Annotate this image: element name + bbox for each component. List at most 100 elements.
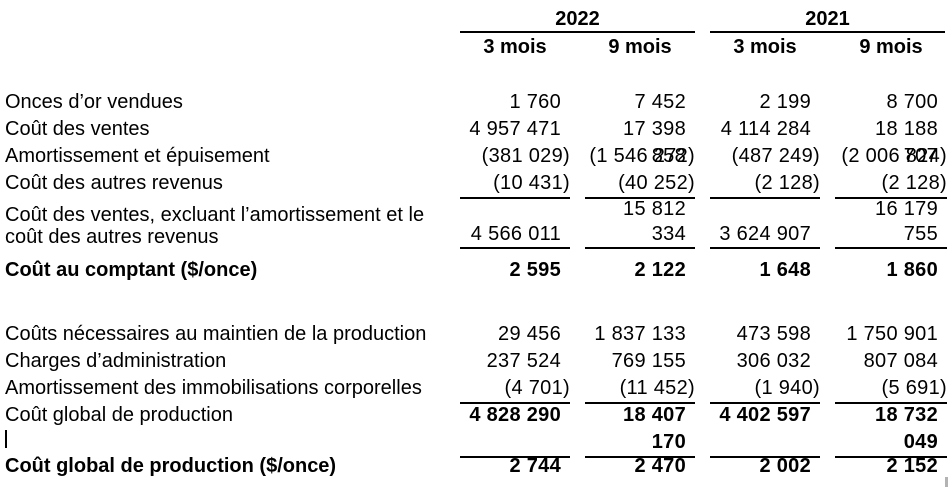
table-body: Onces d’or vendues 1 760 7 452 2 199 8 700 Co… xyxy=(5,89,948,480)
cell-value: 8 700 xyxy=(835,89,947,116)
cursor-row xyxy=(5,429,948,453)
column-gap xyxy=(570,348,585,375)
column-group-gap xyxy=(695,6,710,33)
cell-number: 1 837 133 xyxy=(594,323,686,345)
column-gap xyxy=(820,197,835,249)
cell-value: 1 750 901 xyxy=(835,321,947,348)
cell-value: 2 199 xyxy=(710,89,820,116)
cell-value: 4 957 471 xyxy=(460,116,570,170)
cell-number: (1 546 272) xyxy=(589,145,695,167)
cell-number: 4 566 011 xyxy=(470,223,561,245)
cell-value: (4 701) xyxy=(460,375,570,404)
cell-value: 3 624 907 xyxy=(710,197,820,249)
cell-number: 15 812 334 xyxy=(623,198,686,245)
subheader-2022-9mois: 9 mois xyxy=(608,36,672,58)
cell-number: 16 179 755 xyxy=(875,198,938,245)
cell-value: 237 524 xyxy=(460,348,570,375)
column-gap xyxy=(695,143,710,170)
column-group-2022: 2022 xyxy=(460,6,695,33)
scrollbar-fragment[interactable] xyxy=(945,477,948,487)
subheader-label-spacer xyxy=(5,33,460,62)
column-gap xyxy=(570,257,585,284)
table-header-groups: 2022 2021 xyxy=(5,6,948,33)
row-label: Charges d’administration xyxy=(5,350,227,372)
cell-number: (11 452) xyxy=(619,377,695,399)
column-gap xyxy=(820,375,835,404)
row-label: Amortissement des immobilisations corpor… xyxy=(5,377,422,399)
subheader-2021-3mois: 3 mois xyxy=(733,36,797,58)
table-row: Coût des autres revenus (10 431) (40 252) (… xyxy=(5,170,948,199)
cell-number: 2 152 xyxy=(886,455,938,477)
cell-value: 2 744 xyxy=(460,453,570,480)
column-group-2021: 2021 xyxy=(710,6,945,33)
column-gap xyxy=(570,375,585,404)
row-label: Onces d’or vendues xyxy=(5,91,183,113)
column-gap xyxy=(695,453,710,480)
cell-number: 4 828 290 xyxy=(469,404,561,426)
column-gap xyxy=(820,453,835,480)
cell-number: 2 744 xyxy=(509,455,561,477)
cell-number: 306 032 xyxy=(736,350,811,372)
spacer-row xyxy=(5,284,948,321)
row-label: Coûts nécessaires au maintien de la prod… xyxy=(5,323,427,345)
cell-value: 1 648 xyxy=(710,257,820,284)
cell-value: 2 152 xyxy=(835,453,947,480)
column-gap xyxy=(820,348,835,375)
column-gap xyxy=(820,143,835,170)
table-row: Coût au comptant ($/once) 2 595 2 122 1 648… xyxy=(5,257,948,284)
cell-number: 4 957 471 xyxy=(469,118,561,140)
cell-number: (40 252) xyxy=(618,172,695,194)
cell-number: (2 128) xyxy=(754,172,820,194)
cell-number: 1 750 901 xyxy=(846,323,938,345)
header-label-spacer xyxy=(5,6,460,33)
cell-number: 1 860 xyxy=(886,259,938,281)
cell-value: (10 431) xyxy=(460,170,570,199)
cell-number: (1 940) xyxy=(754,377,820,399)
cell-number: 18 188 707 xyxy=(875,118,938,167)
cell-value: (11 452) xyxy=(585,375,695,404)
table-row: Amortissement et épuisement (381 029) (1 5… xyxy=(5,143,948,170)
cell-number: (4 701) xyxy=(504,377,570,399)
row-label: Coût global de production xyxy=(5,404,233,426)
cell-number: 18 732 049 xyxy=(875,404,938,453)
column-gap xyxy=(695,375,710,404)
cell-number: 3 624 907 xyxy=(719,223,811,245)
cell-value: 4 402 597 xyxy=(710,402,820,458)
cell-value: 15 812 334 xyxy=(585,197,695,249)
cell-value: 18 188 707 xyxy=(835,116,947,170)
cell-number: 17 398 858 xyxy=(623,118,686,167)
subheader-2021-9mois: 9 mois xyxy=(859,36,923,58)
cell-number: 7 452 xyxy=(634,91,686,113)
cell-value: (1 940) xyxy=(710,375,820,404)
cell-value: (381 029) xyxy=(460,143,570,170)
column-gap xyxy=(820,257,835,284)
cell-number: 1 648 xyxy=(759,259,811,281)
table-row: Coût global de production 4 828 290 18 407… xyxy=(5,402,948,458)
table-row: Charges d’administration 237 524 769 155 30… xyxy=(5,348,948,375)
cell-value: 1 760 xyxy=(460,89,570,116)
cell-value: 4 828 290 xyxy=(460,402,570,458)
cell-value: (2 006 824) xyxy=(835,143,947,170)
cell-value: 4 114 284 xyxy=(710,116,820,170)
cell-value: (5 691) xyxy=(835,375,947,404)
column-gap xyxy=(695,197,710,249)
subheader-2022-3mois: 3 mois xyxy=(483,36,547,58)
cell-number: 473 598 xyxy=(736,323,811,345)
cell-number: 2 595 xyxy=(509,259,561,281)
cell-number: (2 128) xyxy=(881,172,947,194)
cell-value: 17 398 858 xyxy=(585,116,695,170)
cell-number: 2 002 xyxy=(759,455,811,477)
column-gap xyxy=(570,453,585,480)
cell-value: 2 002 xyxy=(710,453,820,480)
cell-value: (2 128) xyxy=(710,170,820,199)
cell-value: 2 122 xyxy=(585,257,695,284)
cell-number: 237 524 xyxy=(486,350,561,372)
cell-number: 4 114 284 xyxy=(720,118,811,140)
cell-value: 807 084 xyxy=(835,348,947,375)
cell-value: 769 155 xyxy=(585,348,695,375)
cell-value: (2 128) xyxy=(835,170,947,199)
cell-value: 473 598 xyxy=(710,321,820,348)
cell-value: 18 407 170 xyxy=(585,402,695,458)
column-gap xyxy=(820,321,835,348)
